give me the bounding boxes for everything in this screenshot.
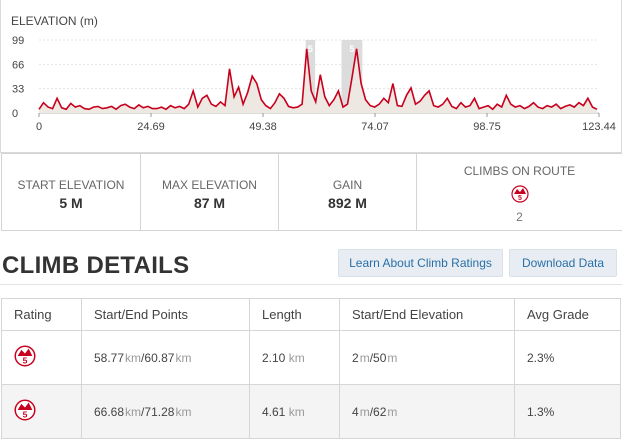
column-header-start-end-points: Start/End Points xyxy=(81,298,250,331)
column-header-rating: Rating xyxy=(1,298,82,331)
climbs-on-route-label: CLIMBS ON ROUTE xyxy=(463,164,576,178)
start-point: 58.77 xyxy=(94,350,125,365)
start-point: 66.68 xyxy=(94,404,125,419)
length-cell: 2.10 km xyxy=(249,330,340,385)
start-point-unit: km xyxy=(125,350,142,365)
start-end-points-cell: 58.77 km/60.87 km xyxy=(81,330,250,385)
start-elevation: 2 xyxy=(352,350,359,365)
climb-highlight-label: 5 xyxy=(308,44,313,54)
divider xyxy=(0,284,622,285)
max-elevation-stat: MAX ELEVATION 87 M xyxy=(141,154,279,230)
y-tick-label: 0 xyxy=(12,108,18,120)
y-tick-label: 66 xyxy=(12,59,24,71)
x-tick-label: 74.07 xyxy=(361,121,389,133)
download-data-button[interactable]: Download Data xyxy=(509,249,617,277)
x-tick-label: 49.38 xyxy=(249,121,277,133)
climb-rating-icon: 5 xyxy=(510,185,529,203)
route-stats: START ELEVATION 5 M MAX ELEVATION 87 M G… xyxy=(1,153,622,231)
start-point-unit: km xyxy=(125,404,142,419)
x-tick-label: 24.69 xyxy=(137,121,165,133)
column-header-avg-grade: Avg Grade xyxy=(514,298,621,331)
start-elevation: 4 xyxy=(352,404,359,419)
climb-details-table: Rating Start/End Points Length Start/End… xyxy=(1,298,621,439)
chart-title: ELEVATION (m) xyxy=(11,14,98,28)
climbs-on-route-stat: CLIMBS ON ROUTE 5 2 xyxy=(417,154,622,230)
end-point: 60.87 xyxy=(144,350,175,365)
rating-cell: 5 xyxy=(1,384,82,439)
end-elevation-unit: m xyxy=(387,350,398,365)
end-elevation: 50 xyxy=(373,350,387,365)
end-point-unit: km xyxy=(175,404,192,419)
end-elevation: 62 xyxy=(373,404,387,419)
start-end-elevation-cell: 4 m/62 m xyxy=(339,384,515,439)
y-tick-label: 33 xyxy=(12,84,24,96)
end-point-unit: km xyxy=(175,350,192,365)
length-value: 4.61 xyxy=(262,404,286,419)
start-elevation-value: 5 M xyxy=(59,195,83,211)
elevation-chart: ELEVATION (m) 5 5 99 66 33 0 0 24.69 49.38 74.07… xyxy=(11,14,616,133)
start-end-points-cell: 66.68 km/71.28 km xyxy=(81,384,250,439)
column-header-start-end-elevation: Start/End Elevation xyxy=(339,298,515,331)
length-value: 2.10 xyxy=(262,350,286,365)
column-header-length: Length xyxy=(249,298,340,331)
table-row[interactable]: 5 66.68 km/71.28 km 4.61 km 4 m/62 m 1.3… xyxy=(1,384,621,439)
climb-rating-icon: 5 xyxy=(14,399,36,421)
max-elevation-label: MAX ELEVATION xyxy=(162,178,257,192)
climb-highlight-label: 5 xyxy=(349,44,354,54)
y-tick-label: 99 xyxy=(12,35,24,47)
start-end-elevation-cell: 2 m/50 m xyxy=(339,330,515,385)
gain-stat: GAIN 892 M xyxy=(279,154,417,230)
end-point: 71.28 xyxy=(144,404,175,419)
elevation-line xyxy=(38,48,598,111)
climb-rating-icon: 5 xyxy=(14,345,36,367)
avg-grade-cell: 2.3% xyxy=(514,330,621,385)
max-elevation-value: 87 M xyxy=(193,195,226,211)
climb-rating-number: 5 xyxy=(23,409,28,419)
start-elevation-label: START ELEVATION xyxy=(17,178,125,192)
climbs-count: 2 xyxy=(516,210,523,224)
table-header-row: Rating Start/End Points Length Start/End… xyxy=(1,298,621,331)
rating-cell: 5 xyxy=(1,330,82,385)
climb-rating-number: 5 xyxy=(518,195,522,202)
climb-details-title: CLIMB DETAILS xyxy=(2,252,190,279)
length-unit: km xyxy=(288,404,305,419)
elevation-chart-panel: ELEVATION (m) 5 5 99 66 33 0 0 24.69 49.38 74.07… xyxy=(0,0,622,153)
x-tick-label: 123.44 xyxy=(582,121,616,133)
start-elevation-stat: START ELEVATION 5 M xyxy=(2,154,141,230)
avg-grade-cell: 1.3% xyxy=(514,384,621,439)
gain-label: GAIN xyxy=(332,178,363,192)
start-elevation-unit: m xyxy=(359,350,370,365)
length-cell: 4.61 km xyxy=(249,384,340,439)
elevation-area xyxy=(39,48,597,113)
table-row[interactable]: 5 58.77 km/60.87 km 2.10 km 2 m/50 m 2.3… xyxy=(1,330,621,385)
x-tick-label: 0 xyxy=(36,121,42,133)
gain-value: 892 M xyxy=(328,195,367,211)
length-unit: km xyxy=(288,350,305,365)
start-elevation-unit: m xyxy=(359,404,370,419)
end-elevation-unit: m xyxy=(387,404,398,419)
climb-rating-number: 5 xyxy=(23,355,28,365)
learn-climb-ratings-button[interactable]: Learn About Climb Ratings xyxy=(338,249,503,277)
x-tick-label: 98.75 xyxy=(473,121,501,133)
